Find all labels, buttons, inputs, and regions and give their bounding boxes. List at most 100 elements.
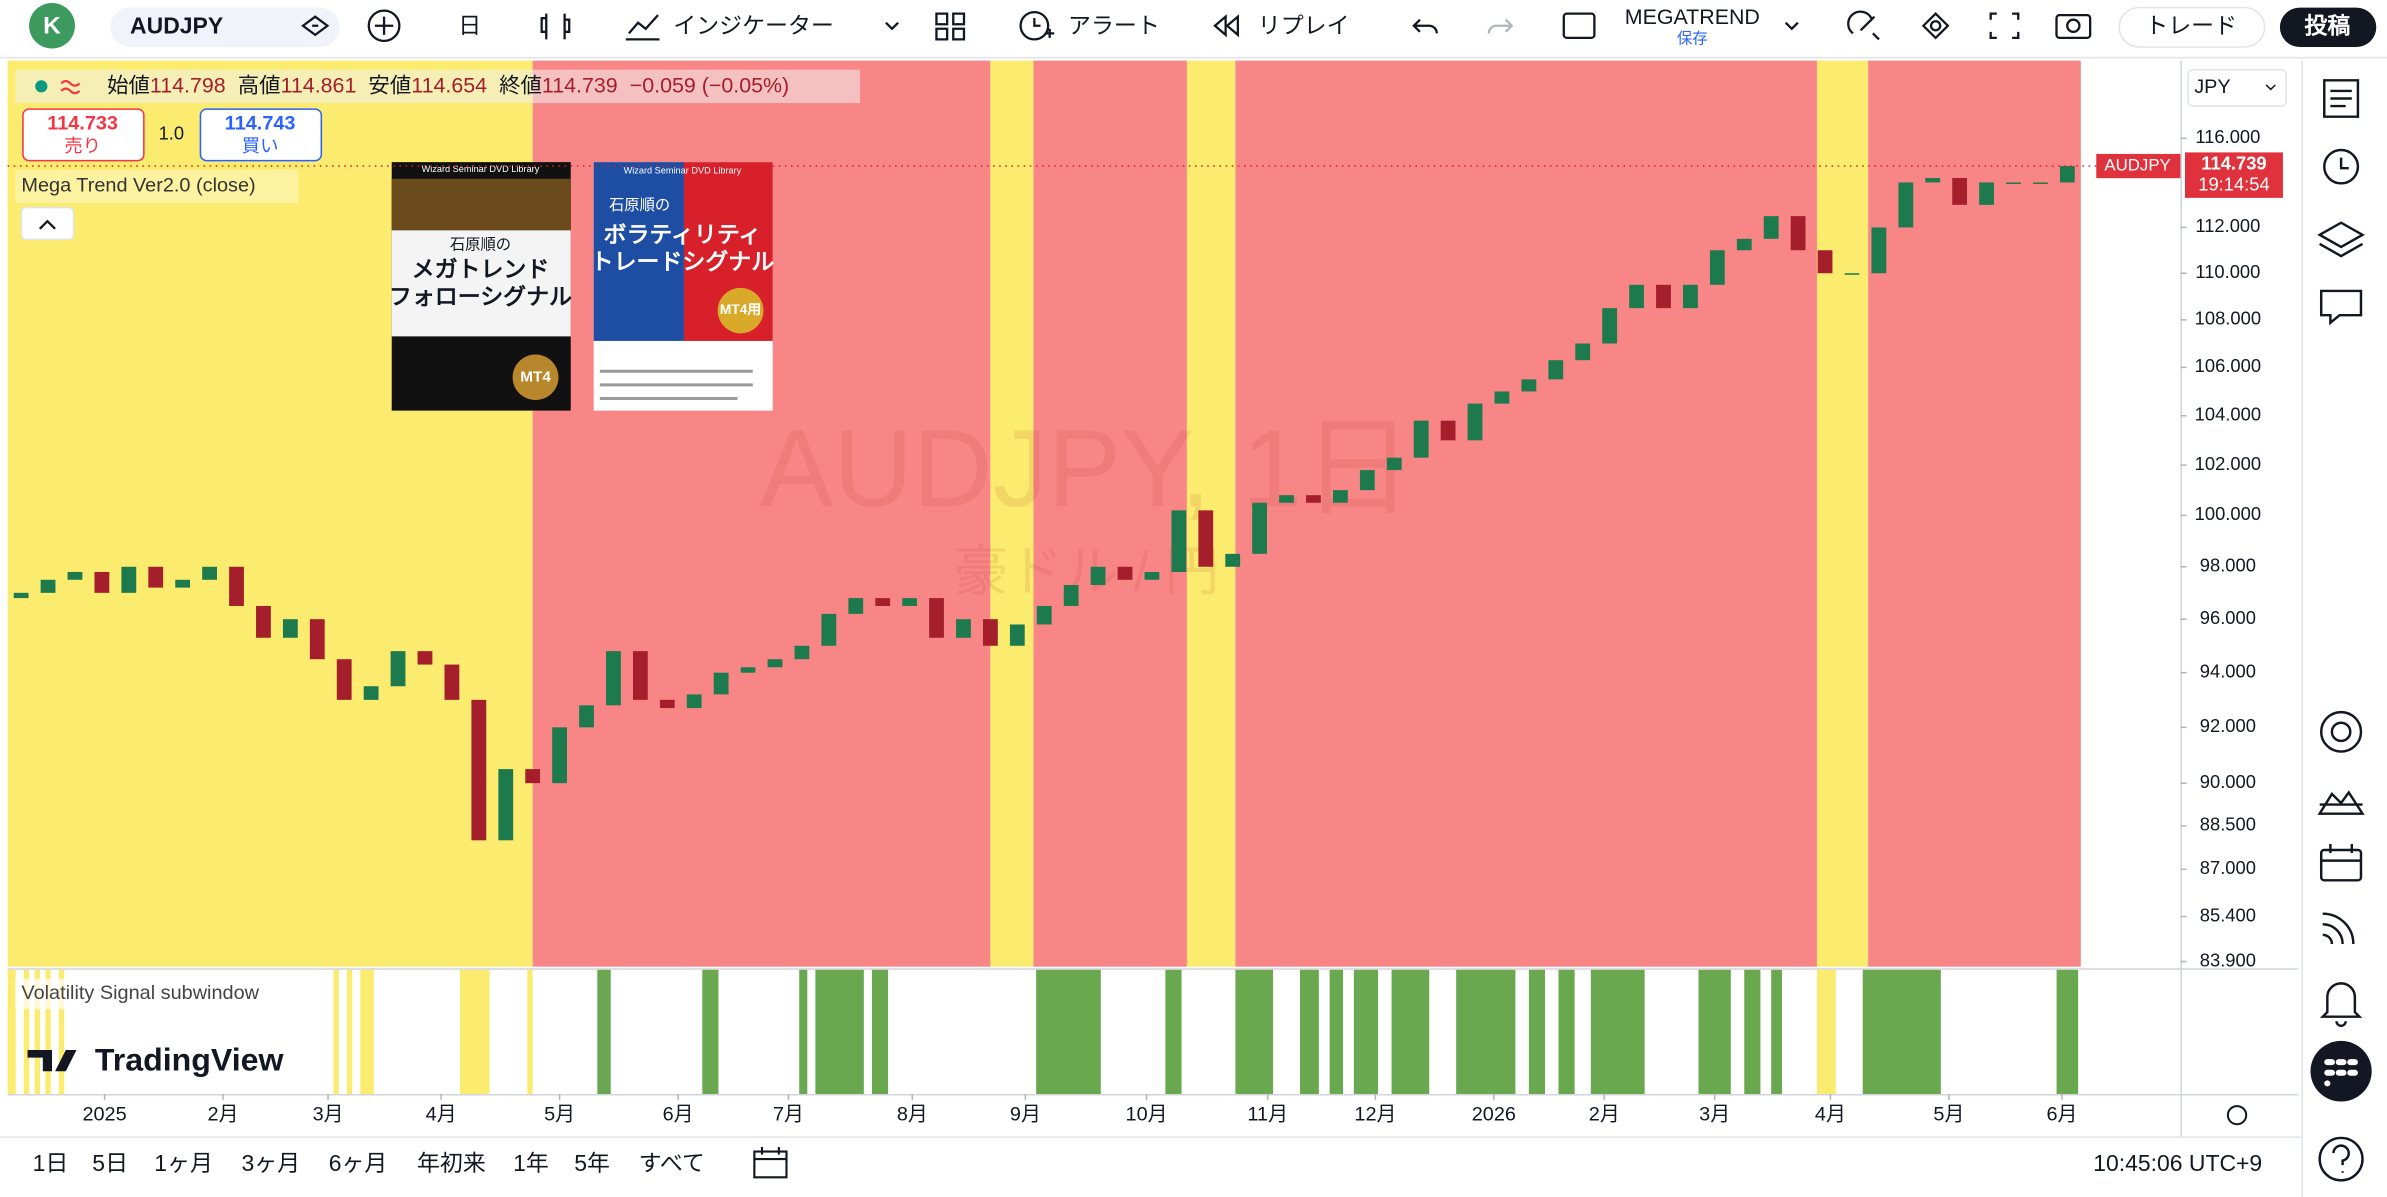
range-button[interactable]: 1日 (33, 1150, 69, 1176)
feed-icon[interactable] (2323, 914, 2354, 944)
book-title: フォローシグナル (389, 284, 572, 310)
signal-bar (1456, 970, 1515, 1094)
x-tick-label: 12月 (1354, 1103, 1396, 1125)
open-label: 始値 (107, 73, 150, 97)
y-tick-label: 96.000 (2200, 607, 2256, 628)
sell-price: 114.733 (47, 113, 118, 135)
collapse-button[interactable] (21, 208, 73, 240)
signal-bar (1036, 970, 1101, 1094)
range-button[interactable]: 5年 (574, 1150, 610, 1176)
candle-body (148, 567, 163, 588)
watermark-title: AUDJPY, 1日 (760, 409, 1413, 530)
y-tick-label: 110.000 (2195, 261, 2260, 282)
ohlc: 始値114.798 高値114.861 安値114.654 終値114.739 … (107, 73, 789, 97)
candle-body (741, 667, 756, 672)
y-tick-label: 104.000 (2195, 404, 2261, 425)
candle-body (337, 659, 352, 700)
range-button[interactable]: 6ヶ月 (329, 1150, 388, 1176)
candle-body (983, 619, 998, 646)
alert[interactable]: アラート (1068, 12, 1160, 38)
candle-body (229, 567, 244, 606)
candle-body (121, 567, 136, 593)
brand: TradingView (95, 1042, 284, 1078)
candle-body (1683, 285, 1698, 308)
replay[interactable]: リプレイ (1258, 12, 1350, 38)
low-label: 安値 (368, 73, 411, 97)
range-button[interactable]: 5日 (92, 1150, 128, 1176)
y-tick-label: 116.000 (2195, 126, 2260, 147)
book-badge-text: MT4 (520, 368, 551, 385)
indicator-name[interactable]: Mega Trend Ver2.0 (close) (21, 175, 255, 197)
x-tick-label: 11月 (1247, 1103, 1288, 1125)
countdown: 19:14:54 (2198, 174, 2269, 195)
candle-body (391, 651, 406, 686)
goto-date-icon[interactable] (754, 1152, 786, 1178)
calendar-icon[interactable] (2321, 850, 2361, 880)
ideas-icon[interactable] (2320, 792, 2363, 813)
indicators[interactable]: インジケーター (673, 12, 834, 38)
candle-body (1145, 572, 1160, 580)
layout-name[interactable]: MEGATREND (1625, 5, 1760, 29)
candle-body (1871, 227, 1886, 273)
book-2: Wizard Seminar DVD Library 石原順の ボラティリティ … (591, 162, 775, 410)
candle-body (1791, 216, 1806, 250)
candle-body (1548, 360, 1563, 379)
candle-body (1225, 554, 1240, 567)
signal-bar (1235, 970, 1273, 1094)
status-dot (35, 80, 47, 92)
y-tick-label: 85.400 (2200, 904, 2256, 925)
chat-icon[interactable] (2321, 291, 2361, 323)
range-button[interactable]: 1ヶ月 (154, 1150, 213, 1176)
signal-bar (1771, 970, 1782, 1094)
buy-price: 114.743 (225, 113, 296, 135)
range-button[interactable]: 年初来 (417, 1150, 486, 1176)
clock[interactable]: 10:45:06 UTC+9 (2093, 1150, 2262, 1176)
signal-bar (8, 970, 16, 1094)
watchlist-icon[interactable] (2324, 80, 2358, 116)
y-tick-label: 92.000 (2200, 715, 2256, 736)
candle-body (1495, 391, 1510, 403)
high-value: 114.861 (281, 73, 357, 97)
layout-status: 保存 (1677, 30, 1708, 47)
candle-body (175, 580, 190, 588)
signal-bar (527, 970, 532, 1094)
candle-body (1468, 404, 1483, 441)
trend-band (1817, 61, 1868, 967)
range-button[interactable]: 3ヶ月 (242, 1150, 301, 1176)
candle-body (1171, 510, 1186, 572)
layers-icon[interactable] (2320, 223, 2363, 256)
candle-body (498, 769, 513, 840)
axis-settings[interactable] (2228, 1106, 2246, 1124)
y-tick-label: 112.000 (2195, 215, 2260, 236)
symbol: AUDJPY (130, 12, 223, 38)
notifications-icon[interactable] (2323, 983, 2360, 1025)
candle-body (2033, 182, 2048, 184)
book-badge-text: MT4用 (720, 302, 761, 317)
book-title: トレードシグナル (591, 249, 775, 275)
target-icon[interactable] (2321, 712, 2361, 751)
currency: JPY (2194, 76, 2230, 98)
change: −0.059 (−0.05%) (630, 73, 789, 97)
y-tick-label: 94.000 (2200, 661, 2256, 682)
x-tick-label: 10月 (1126, 1103, 1168, 1125)
candle-body (1952, 178, 1967, 205)
interval[interactable]: 日 (458, 12, 481, 38)
candle-body (310, 619, 325, 659)
candle-body (1118, 567, 1133, 580)
x-tick-label: 4月 (426, 1103, 457, 1125)
book-author: 石原順の (609, 197, 670, 214)
candle-body (1898, 182, 1913, 227)
avatar-letter: K (43, 13, 61, 40)
y-tick-label: 102.000 (2195, 453, 2261, 474)
symbol-tag-text: AUDJPY (2104, 156, 2170, 175)
candle-body (41, 580, 56, 593)
book-title: メガトレンド (412, 256, 550, 282)
x-tick-label: 2026 (1472, 1103, 1516, 1125)
bottom-bar: 10:45:06 UTC+9 1日 5日 1ヶ月 3ヶ月 6ヶ月 年初来 1年 5年 すべて (0, 1137, 2301, 1177)
range-button[interactable]: すべて (639, 1150, 705, 1176)
x-tick-label: 6月 (663, 1103, 694, 1125)
help-icon[interactable] (2320, 1138, 2363, 1180)
candle-body (2006, 182, 2021, 184)
price-tag-value: 114.739 (2201, 152, 2266, 173)
range-button[interactable]: 1年 (513, 1150, 549, 1176)
